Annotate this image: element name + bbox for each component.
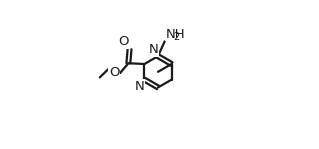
Text: N: N	[148, 43, 158, 56]
Text: N: N	[135, 80, 145, 93]
Text: 2: 2	[173, 32, 179, 42]
Text: O: O	[118, 35, 129, 48]
Text: O: O	[109, 66, 119, 79]
Text: NH: NH	[166, 28, 185, 41]
